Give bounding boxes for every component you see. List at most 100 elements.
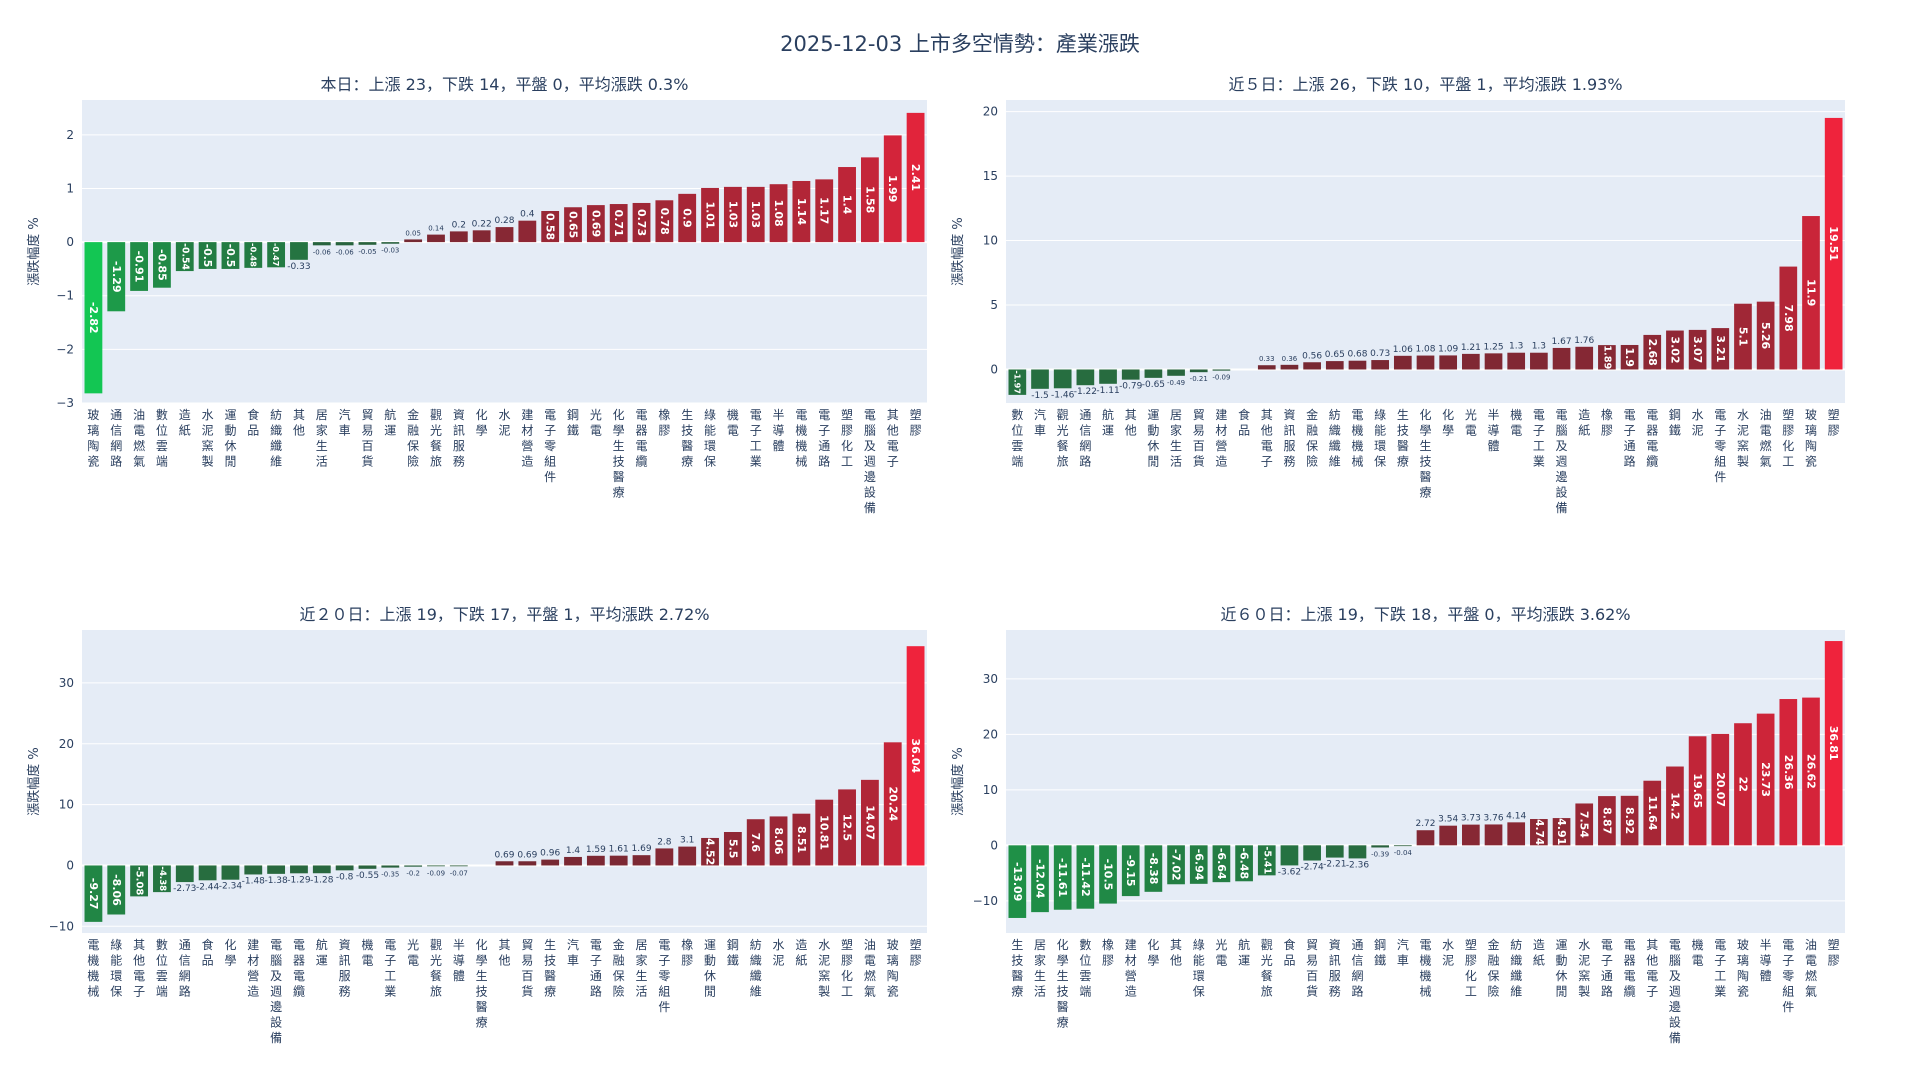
- x-tick-label: 食品: [247, 407, 259, 438]
- x-tick-label: 塑膠: [1828, 407, 1840, 438]
- x-tick-label: 生技醫療: [681, 408, 693, 469]
- x-tick-label: 機電: [1510, 407, 1522, 438]
- bar: [449, 231, 468, 243]
- bar-value-label: -0.5: [224, 244, 237, 268]
- x-tick-label: 水泥: [498, 408, 510, 438]
- x-tick-label: 鋼鐵: [727, 938, 739, 968]
- bar-value-label: -0.91: [133, 251, 146, 283]
- bar: [815, 179, 834, 243]
- y-axis-label: 漲跌幅度 %: [950, 217, 966, 286]
- bar-value-label: -1.29: [110, 261, 123, 293]
- bar: [1711, 733, 1730, 846]
- bar-value-label: 26.62: [1804, 754, 1817, 789]
- bar-value-label: -2.74: [1300, 863, 1324, 873]
- bar: [1824, 117, 1843, 370]
- bar-value-label: 0.14: [428, 225, 444, 233]
- x-tick-label: 鋼鐵: [1374, 938, 1386, 968]
- bar-value-label: -0.09: [427, 869, 445, 877]
- x-tick-label: 貿易百貨: [521, 938, 533, 999]
- y-tick-label: 30: [983, 672, 998, 686]
- bar: [472, 230, 491, 243]
- bar-value-label: -8.06: [110, 874, 123, 906]
- bar-value-label: 0.33: [1259, 355, 1275, 363]
- bar-value-label: 0.68: [1347, 350, 1367, 360]
- bar-value-label: 4.91: [1555, 818, 1568, 845]
- bar-value-label: -11.61: [1056, 858, 1069, 897]
- bar: [198, 865, 217, 881]
- x-tick-label: 居家生活: [316, 408, 328, 469]
- y-tick-label: 2: [66, 128, 74, 142]
- x-tick-label: 其他: [293, 408, 305, 438]
- x-tick-label: 觀光餐旅: [430, 408, 442, 469]
- bar-value-label: 5.1: [1736, 327, 1749, 347]
- bar-value-label: 0.78: [658, 208, 671, 235]
- x-tick-label: 其他電子: [133, 938, 145, 999]
- x-tick-label: 建材營造: [1215, 408, 1227, 469]
- x-tick-label: 電腦及週邊設備: [864, 408, 876, 515]
- x-tick-label: 水泥窯製: [818, 938, 830, 999]
- bar: [838, 789, 856, 866]
- x-tick-label: 紡織纖維: [270, 407, 282, 469]
- x-tick-label: 電子通路: [590, 938, 602, 999]
- bar: [107, 865, 126, 915]
- chart-title: 近５日：上漲 26，下跌 10，平盤 1，平均漲跌 1.93%: [1228, 75, 1622, 94]
- x-tick-label: 油電燃氣: [133, 408, 145, 469]
- bar: [107, 242, 126, 312]
- x-tick-label: 數位雲端: [1011, 408, 1023, 469]
- bar-value-label: 1.01: [704, 201, 717, 228]
- bar-value-label: 5.5: [726, 839, 739, 859]
- bar: [906, 646, 925, 866]
- x-tick-label: 電子工業: [384, 938, 396, 999]
- bar-value-label: -0.49: [1167, 379, 1185, 387]
- bar-value-label: -9.27: [87, 878, 100, 910]
- bar: [1507, 352, 1526, 370]
- bar: [1257, 845, 1276, 876]
- bar: [723, 832, 742, 866]
- x-tick-label: 玻璃陶瓷: [87, 408, 99, 469]
- x-tick-label: 電子通路: [1601, 938, 1613, 999]
- bar-value-label: 1.89: [1601, 345, 1612, 369]
- x-tick-label: 運動休閒: [224, 408, 236, 469]
- bar-value-label: 0.9: [681, 208, 694, 228]
- bar-value-label: -1.97: [1012, 370, 1022, 394]
- bar: [1666, 330, 1684, 370]
- bar: [1439, 825, 1458, 846]
- x-tick-label: 生技醫療: [1397, 408, 1409, 469]
- x-tick-label: 通信網路: [1351, 938, 1363, 999]
- bar-value-label: 1.06: [1393, 345, 1413, 355]
- bar-value-label: 0.28: [494, 216, 514, 226]
- x-tick-label: 數位雲端: [156, 408, 168, 469]
- bar-value-label: 3.76: [1484, 813, 1504, 823]
- x-tick-label: 資訊服務: [1329, 938, 1341, 999]
- x-tick-label: 化學: [1147, 938, 1159, 968]
- bar-value-label: -0.55: [356, 871, 379, 881]
- x-tick-label: 運動休閒: [704, 938, 716, 999]
- x-tick-label: 電子零組件: [658, 938, 670, 1014]
- chart-5day: 近５日：上漲 26，下跌 10，平盤 1，平均漲跌 1.93% 漲跌幅度 % 0 5 1…: [950, 75, 1845, 515]
- bar: [746, 819, 765, 866]
- chart-title: 本日：上漲 23，下跌 14，平盤 0，平均漲跌 0.3%: [321, 75, 689, 94]
- bar: [267, 865, 286, 874]
- y-tick-label: −3: [56, 396, 74, 410]
- bar-value-label: 8.51: [795, 826, 808, 853]
- x-tick-label: 半導體: [453, 938, 465, 983]
- x-tick-label: 綠能環保: [1193, 938, 1205, 999]
- x-tick-label: 金融保險: [407, 407, 419, 469]
- bar-value-label: 11.64: [1646, 796, 1659, 831]
- bar-value-label: -0.47: [271, 243, 281, 266]
- x-tick-label: 化學生技醫療: [476, 938, 488, 1030]
- bar-value-label: -3.62: [1278, 867, 1301, 877]
- bar-value-label: -5.41: [1261, 846, 1272, 874]
- bar-value-label: -0.06: [336, 248, 355, 256]
- bar: [1099, 845, 1117, 904]
- x-tick-label: 汽車: [339, 407, 351, 438]
- bar: [1643, 780, 1662, 846]
- bar-value-label: 1.69: [632, 844, 652, 854]
- bar: [883, 135, 902, 243]
- x-tick-label: 化學: [224, 938, 236, 968]
- x-tick-label: 電機機械: [795, 408, 807, 469]
- x-tick-label: 化學: [476, 408, 488, 438]
- x-tick-label: 電器電纜: [1624, 938, 1636, 999]
- bar-value-label: -0.39: [1371, 850, 1389, 858]
- bar: [1121, 845, 1140, 897]
